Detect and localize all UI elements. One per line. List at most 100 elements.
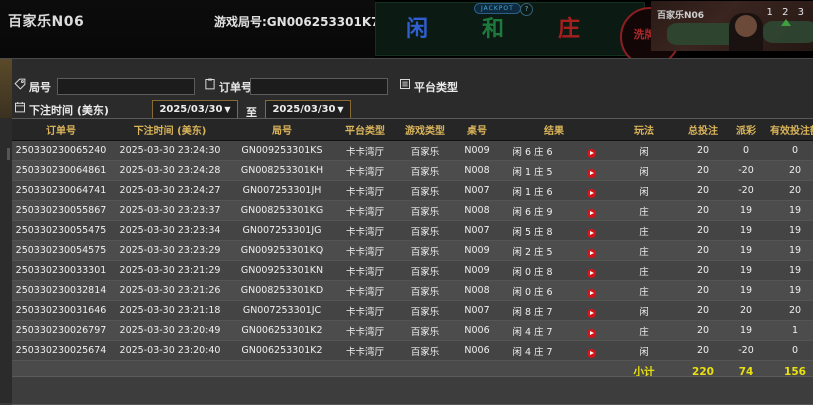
- cell-game-type: 百家乐: [396, 340, 454, 361]
- cell-round-no: GN009253301KN: [230, 260, 334, 281]
- cell-order-no: 250330230025674: [12, 340, 110, 361]
- game-strip: 百家乐N06 游戏局号:GN006253301K7 闲 JACKPOT ? 和 …: [0, 0, 813, 58]
- cell-payout: 19: [726, 220, 766, 241]
- play-replay-icon[interactable]: [586, 328, 596, 338]
- date-from-value: 2025/03/30: [159, 104, 223, 115]
- cell-play-type: 闲: [608, 160, 680, 181]
- cell-valid-bet: 19: [766, 240, 813, 261]
- result-text: 闲 8 庄 7: [512, 306, 553, 318]
- cell-table-no: N007: [454, 220, 500, 241]
- bet-spot-banker[interactable]: 庄: [557, 17, 580, 42]
- col-valid-bet[interactable]: 有效投注额: [766, 119, 813, 141]
- cell-play-type: 庄: [608, 320, 680, 341]
- cell-order-no: 250330230026797: [12, 320, 110, 341]
- col-table-no[interactable]: 桌号: [454, 119, 500, 141]
- col-result[interactable]: 结果: [500, 119, 608, 141]
- order-no-input[interactable]: [250, 78, 388, 95]
- jackpot-help-icon[interactable]: ?: [520, 3, 533, 16]
- play-replay-icon[interactable]: [586, 308, 596, 318]
- cell-game-type: 百家乐: [396, 180, 454, 201]
- cell-bet-time: 2025-03-30 23:21:26: [110, 280, 230, 301]
- table-row[interactable]: 250330230064861 2025-03-30 23:24:28 GN0082…: [12, 160, 813, 181]
- play-replay-icon[interactable]: [586, 208, 596, 218]
- play-replay-icon[interactable]: [586, 148, 596, 158]
- date-range-separator: 至: [246, 106, 257, 119]
- table-row[interactable]: 250330230025674 2025-03-30 23:20:40 GN0062…: [12, 340, 813, 361]
- col-play-type[interactable]: 玩法: [608, 119, 680, 141]
- cell-round-no: GN007253301JC: [230, 300, 334, 321]
- play-replay-icon[interactable]: [586, 268, 596, 278]
- cell-table-no: N008: [454, 200, 500, 221]
- calendar-icon: [15, 101, 25, 113]
- date-to-picker[interactable]: 2025/03/30 ▼: [265, 100, 351, 120]
- col-total-bet[interactable]: 总投注: [680, 119, 726, 141]
- video-dealer-face: [735, 15, 757, 37]
- result-text: 闲 5 庄 8: [512, 226, 553, 238]
- cell-game-type: 百家乐: [396, 200, 454, 221]
- cell-result: 闲 4 庄 7: [500, 340, 608, 361]
- cell-order-no: 250330230055867: [12, 200, 110, 221]
- cell-round-no: GN009253301KS: [230, 140, 334, 161]
- table-row[interactable]: 250330230055867 2025-03-30 23:23:37 GN0082…: [12, 200, 813, 221]
- play-replay-icon[interactable]: [586, 348, 596, 358]
- col-game-type[interactable]: 游戏类型: [396, 119, 454, 141]
- table-row[interactable]: 250330230026797 2025-03-30 23:20:49 GN0062…: [12, 320, 813, 341]
- play-replay-icon[interactable]: [586, 248, 596, 258]
- scroll-indicator[interactable]: [7, 148, 10, 160]
- list-icon: [400, 79, 410, 89]
- chevron-down-icon: ▼: [224, 105, 231, 114]
- table-row[interactable]: 250330230033301 2025-03-30 23:21:29 GN0092…: [12, 260, 813, 281]
- cell-order-no: 250330230054575: [12, 240, 110, 261]
- cell-result: 闲 1 庄 6: [500, 180, 608, 201]
- cell-result: 闲 6 庄 9: [500, 200, 608, 221]
- video-table-felt: [667, 23, 747, 45]
- table-row[interactable]: 250330230055475 2025-03-30 23:23:34 GN0072…: [12, 220, 813, 241]
- result-text: 闲 2 庄 5: [512, 246, 553, 258]
- live-video-feed[interactable]: 百家乐N06 1 2 3: [651, 1, 813, 51]
- cell-valid-bet: 19: [766, 260, 813, 281]
- cell-game-type: 百家乐: [396, 240, 454, 261]
- round-no-input[interactable]: [57, 78, 195, 95]
- cell-round-no: GN007253301JG: [230, 220, 334, 241]
- bet-spot-player[interactable]: 闲: [405, 17, 428, 42]
- col-platform-type[interactable]: 平台类型: [334, 119, 396, 141]
- game-table-name: 百家乐N06: [8, 14, 85, 30]
- bet-spot-tie[interactable]: 和: [481, 17, 504, 42]
- bet-time-label: 下注时间 (美东): [29, 104, 109, 117]
- col-payout[interactable]: 派彩: [726, 119, 766, 141]
- col-bet-time[interactable]: 下注时间 (美东): [110, 119, 230, 141]
- cell-play-type: 庄: [608, 280, 680, 301]
- col-round-no[interactable]: 局号: [230, 119, 334, 141]
- cell-order-no: 250330230064741: [12, 180, 110, 201]
- cell-total-bet: 20: [680, 160, 726, 181]
- cell-game-type: 百家乐: [396, 280, 454, 301]
- result-text: 闲 4 庄 7: [512, 326, 553, 338]
- cell-bet-time: 2025-03-30 23:23:34: [110, 220, 230, 241]
- cell-payout: -20: [726, 160, 766, 181]
- table-row[interactable]: 250330230031646 2025-03-30 23:21:18 GN0072…: [12, 300, 813, 321]
- play-replay-icon[interactable]: [586, 168, 596, 178]
- play-replay-icon[interactable]: [586, 228, 596, 238]
- result-text: 闲 4 庄 7: [512, 346, 553, 358]
- table-footer-area: [12, 376, 813, 404]
- cell-table-no: N009: [454, 260, 500, 281]
- table-row[interactable]: 250330230064741 2025-03-30 23:24:27 GN0072…: [12, 180, 813, 201]
- play-replay-icon[interactable]: [586, 188, 596, 198]
- cell-play-type: 庄: [608, 220, 680, 241]
- col-order-no[interactable]: 订单号: [12, 119, 110, 141]
- betting-board: 闲 JACKPOT ? 和 庄 洗牌中: [375, 2, 680, 58]
- table-row[interactable]: 250330230054575 2025-03-30 23:23:29 GN0092…: [12, 240, 813, 261]
- cell-total-bet: 20: [680, 280, 726, 301]
- cell-total-bet: 20: [680, 340, 726, 361]
- cell-total-bet: 20: [680, 180, 726, 201]
- date-from-picker[interactable]: 2025/03/30 ▼: [152, 100, 238, 120]
- result-text: 闲 1 庄 5: [512, 166, 553, 178]
- table-row[interactable]: 250330230065240 2025-03-30 23:24:30 GN0092…: [12, 140, 813, 161]
- cell-platform-type: 卡卡湾厅: [334, 280, 396, 301]
- cell-play-type: 庄: [608, 260, 680, 281]
- table-row[interactable]: 250330230032814 2025-03-30 23:21:26 GN0082…: [12, 280, 813, 301]
- cell-bet-time: 2025-03-30 23:21:29: [110, 260, 230, 281]
- cell-bet-time: 2025-03-30 23:23:29: [110, 240, 230, 261]
- play-replay-icon[interactable]: [586, 288, 596, 298]
- cell-play-type: 闲: [608, 340, 680, 361]
